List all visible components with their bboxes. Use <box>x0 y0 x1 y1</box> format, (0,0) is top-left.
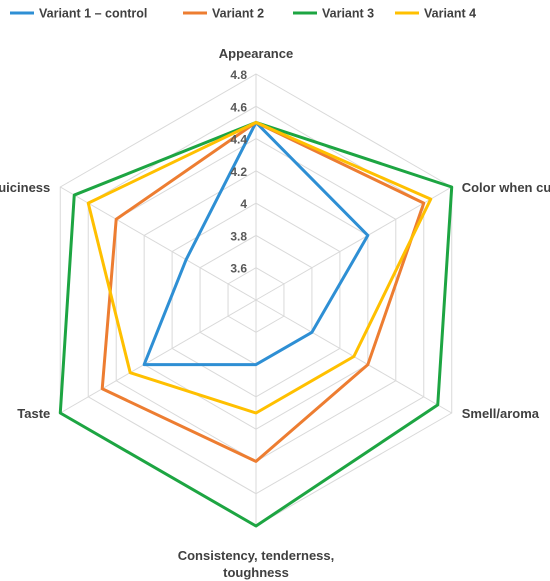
axis-label: Taste <box>17 406 50 421</box>
legend-label: Variant 3 <box>322 7 374 21</box>
radar-grid <box>59 73 453 527</box>
legend-label: Variant 1 – control <box>39 7 147 21</box>
grid-spoke <box>60 299 257 414</box>
legend: Variant 1 – control Variant 2 Variant 3 Var… <box>10 7 476 21</box>
axis-label: Consistency, tenderness, toughness <box>178 548 335 580</box>
tick-labels: 3.6 3.8 4 4.2 4.4 4.6 4.8 <box>230 68 247 276</box>
axis-label: Appearance <box>219 46 293 61</box>
tick-label: 3.6 <box>230 262 247 276</box>
tick-label: 3.8 <box>230 229 247 243</box>
tick-label: 4.4 <box>230 133 247 147</box>
series-line-2 <box>100 120 426 463</box>
tick-label: 4.8 <box>230 68 247 82</box>
axis-label: Color when cut <box>462 180 550 195</box>
tick-label: 4.2 <box>230 165 247 179</box>
axis-label: Smell/aroma <box>462 406 540 421</box>
series-group <box>58 120 454 528</box>
grid-spoke <box>255 186 452 301</box>
series-line-3 <box>58 120 454 528</box>
legend-label: Variant 4 <box>424 7 476 21</box>
grid-spoke <box>60 186 257 301</box>
series-line-4 <box>86 120 433 415</box>
legend-label: Variant 2 <box>212 7 264 21</box>
tick-label: 4.6 <box>230 100 247 114</box>
series-line-1 <box>142 120 370 367</box>
axis-labels: Appearance Color when cut Smell/aroma Consi… <box>0 46 550 580</box>
axis-label: Juiciness <box>0 180 50 195</box>
tick-label: 4 <box>240 197 247 211</box>
